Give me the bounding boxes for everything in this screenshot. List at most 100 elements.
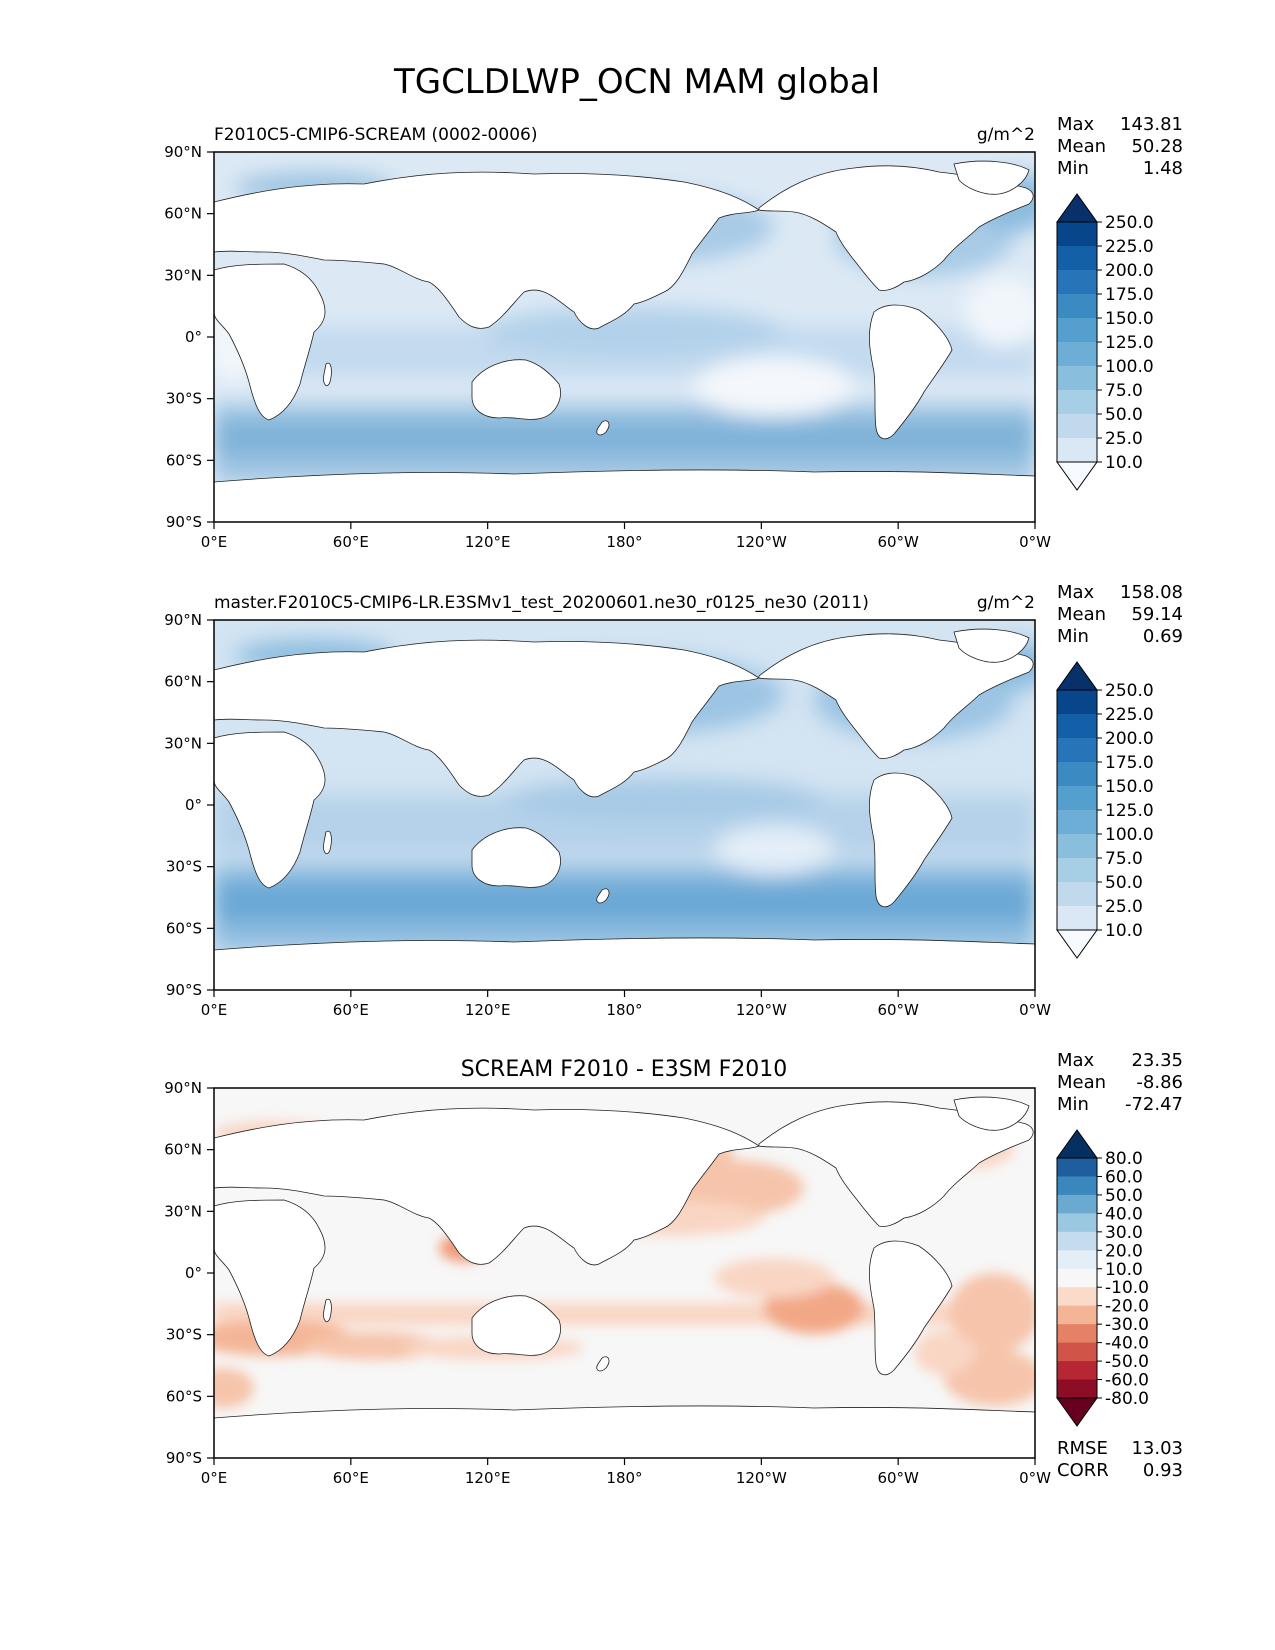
colorbar-segment: [1057, 438, 1097, 463]
colorbar-label: -10.0: [1105, 1278, 1149, 1298]
lat-tick-label: 30°N: [164, 1202, 202, 1220]
lon-tick-label: 180°: [606, 1469, 642, 1487]
colorbar-label: 10.0: [1105, 1260, 1143, 1280]
colorbar-segment: [1057, 738, 1097, 763]
lat-tick-label: 30°N: [164, 734, 202, 752]
lat-tick-label: 0°: [185, 1264, 202, 1282]
colorbar: 250.0 225.0 200.0 175.0 150.0 125.0 100.0 75.0 5…: [1056, 661, 1154, 959]
lon-tick-label: 0°E: [201, 1001, 228, 1019]
lat-tick-label: 60°S: [166, 1387, 202, 1405]
lon-tick-label: 0°E: [201, 533, 228, 551]
stat-max-value: 23.35: [1131, 1050, 1183, 1071]
colorbar-label: 200.0: [1105, 261, 1154, 281]
colorbar-segment: [1057, 1268, 1097, 1288]
colorbar-segment: [1057, 222, 1097, 247]
colorbar-segment: [1057, 414, 1097, 439]
colorbar-segment: [1057, 1158, 1097, 1177]
colorbar-segment: [1057, 858, 1097, 883]
colorbar-segment: [1057, 1287, 1097, 1307]
lat-tick-label: 60°S: [166, 919, 202, 937]
colorbar-label: 100.0: [1105, 825, 1154, 845]
lat-tick-label: 90°S: [166, 1449, 202, 1467]
panel-units: g/m^2: [977, 593, 1035, 613]
map-field: [214, 620, 1035, 990]
lon-tick-label: 0°E: [201, 1469, 228, 1487]
colorbar-label: 125.0: [1105, 333, 1154, 353]
panel-title-left: master.F2010C5-CMIP6-LR.E3SMv1_test_2020…: [214, 593, 869, 613]
colorbar-label: 50.0: [1105, 405, 1143, 425]
colorbar-label: 100.0: [1105, 357, 1154, 377]
colorbar-segment: [1057, 714, 1097, 739]
colorbar-label: 250.0: [1105, 681, 1154, 701]
axis-ticks: 90°N 60°N 30°N 0° 30°S 60°S 90°S 0°E 60°E 120°E 18…: [164, 143, 1051, 551]
lat-tick-label: 30°S: [166, 1326, 202, 1344]
colorbar-segment: [1057, 882, 1097, 907]
lat-tick-label: 60°N: [164, 205, 202, 223]
stats-block: Max 143.81 Mean 50.28 Min 1.48: [1057, 114, 1183, 179]
colorbar-label: 50.0: [1105, 1186, 1143, 1206]
axis-ticks: 90°N 60°N 30°N 0° 30°S 60°S 90°S 0°E 60°E 120°E 18…: [164, 611, 1051, 1019]
colorbar-segment: [1057, 1194, 1097, 1214]
colorbar-segment: [1057, 1379, 1097, 1399]
metric-rmse-label: RMSE: [1057, 1438, 1108, 1459]
lon-tick-label: 180°: [606, 1001, 642, 1019]
lon-tick-label: 120°E: [465, 1469, 511, 1487]
lon-tick-label: 60°W: [877, 1469, 919, 1487]
colorbar-label: 225.0: [1105, 705, 1154, 725]
colorbar-label: 75.0: [1105, 849, 1143, 869]
stat-max-value: 158.08: [1120, 582, 1183, 603]
lat-tick-label: 60°N: [164, 673, 202, 691]
colorbar-label: 30.0: [1105, 1223, 1143, 1243]
colorbar-segment: [1057, 1250, 1097, 1270]
colorbar-label: -60.0: [1105, 1371, 1149, 1391]
lat-tick-label: 90°N: [164, 143, 202, 161]
colorbar-label: 25.0: [1105, 429, 1143, 449]
panel-diff: SCREAM F2010 - E3SM F2010: [164, 1050, 1183, 1487]
colorbar-label: 250.0: [1105, 213, 1154, 233]
stat-mean-value: 50.28: [1131, 136, 1183, 157]
panel-ref: master.F2010C5-CMIP6-LR.E3SMv1_test_2020…: [164, 582, 1183, 1019]
colorbar-segment: [1057, 366, 1097, 391]
stat-min-value: 1.48: [1143, 158, 1183, 179]
colorbar-label: 175.0: [1105, 753, 1154, 773]
colorbar-label: 150.0: [1105, 777, 1154, 797]
stat-mean-value: -8.86: [1136, 1072, 1183, 1093]
colorbar-label: 50.0: [1105, 873, 1143, 893]
colorbar-segment: [1057, 834, 1097, 859]
lat-tick-label: 60°S: [166, 451, 202, 469]
colorbar-segment: [1057, 690, 1097, 715]
colorbar-segment: [1057, 1176, 1097, 1196]
stats-block: Max 158.08 Mean 59.14 Min 0.69: [1057, 582, 1183, 647]
lon-tick-label: 60°W: [877, 533, 919, 551]
colorbar-segment: [1057, 294, 1097, 319]
lat-tick-label: 90°N: [164, 1079, 202, 1097]
lat-tick-label: 90°N: [164, 611, 202, 629]
stats-block: Max 23.35 Mean -8.86 Min -72.47: [1057, 1050, 1183, 1115]
lat-tick-label: 60°N: [164, 1141, 202, 1159]
figure-title: TGCLDLWP_OCN MAM global: [393, 62, 880, 102]
lat-tick-label: 0°: [185, 328, 202, 346]
colorbar-segment: [1057, 906, 1097, 931]
colorbar-label: -30.0: [1105, 1315, 1149, 1335]
lon-tick-label: 120°W: [736, 1001, 787, 1019]
colorbar-label: -20.0: [1105, 1297, 1149, 1317]
colorbar-segment: [1057, 810, 1097, 835]
colorbar-label: 10.0: [1105, 453, 1143, 473]
lon-tick-label: 60°E: [333, 533, 369, 551]
colorbar-label: 10.0: [1105, 921, 1143, 941]
lon-tick-label: 120°E: [465, 533, 511, 551]
stat-min-label: Min: [1057, 1094, 1089, 1115]
colorbar-segment: [1057, 1361, 1097, 1381]
colorbar-segment: [1057, 786, 1097, 811]
panel-test: F2010C5-CMIP6-SCREAM (0002-0006) g/m^2 9…: [164, 114, 1183, 551]
lon-tick-label: 60°W: [877, 1001, 919, 1019]
panel-units: g/m^2: [977, 125, 1035, 145]
colorbar-label: 175.0: [1105, 285, 1154, 305]
colorbar-segment: [1057, 390, 1097, 415]
metric-corr-value: 0.93: [1143, 1460, 1183, 1481]
colorbar: 250.0 225.0 200.0 175.0 150.0 125.0 100.0 75.0 5…: [1056, 193, 1154, 491]
lon-tick-label: 0°W: [1019, 533, 1051, 551]
colorbar-frame: [1056, 1157, 1098, 1399]
colorbar-label: 225.0: [1105, 237, 1154, 257]
